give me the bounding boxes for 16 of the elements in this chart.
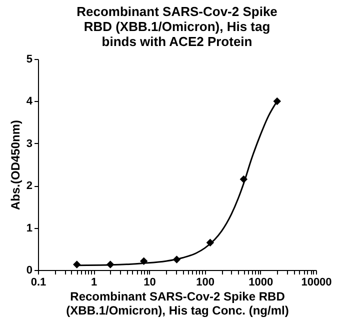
x-tick-label: 1000 xyxy=(248,276,274,288)
y-tick-label: 5 xyxy=(26,54,32,66)
x-tick-label: 100 xyxy=(196,276,214,288)
x-tick-label: 10000 xyxy=(301,276,332,288)
x-tick-label: 1 xyxy=(91,276,98,288)
x-axis-title: Recombinant SARS-Cov-2 Spike RBD (XBB.1/Omicron), His tag Conc. (ng/ml) xyxy=(66,290,289,318)
point xyxy=(72,260,81,268)
y-tick-label: 1 xyxy=(26,222,32,234)
y-tick-label: 4 xyxy=(26,96,34,108)
text: 0.1 xyxy=(30,276,46,288)
y-tick-label: 3 xyxy=(26,138,32,150)
y-tick-label: 0 xyxy=(26,264,32,276)
x-tick-label: 10 xyxy=(144,276,156,288)
y-axis-title: Abs.(OD450nm) xyxy=(8,120,22,210)
y-tick-label: 2 xyxy=(26,180,32,192)
chart-title: Recombinant SARS-Cov-2 Spike RBD (XBB.1/Omicron), His tag binds with ACE2 Protein xyxy=(76,4,278,49)
